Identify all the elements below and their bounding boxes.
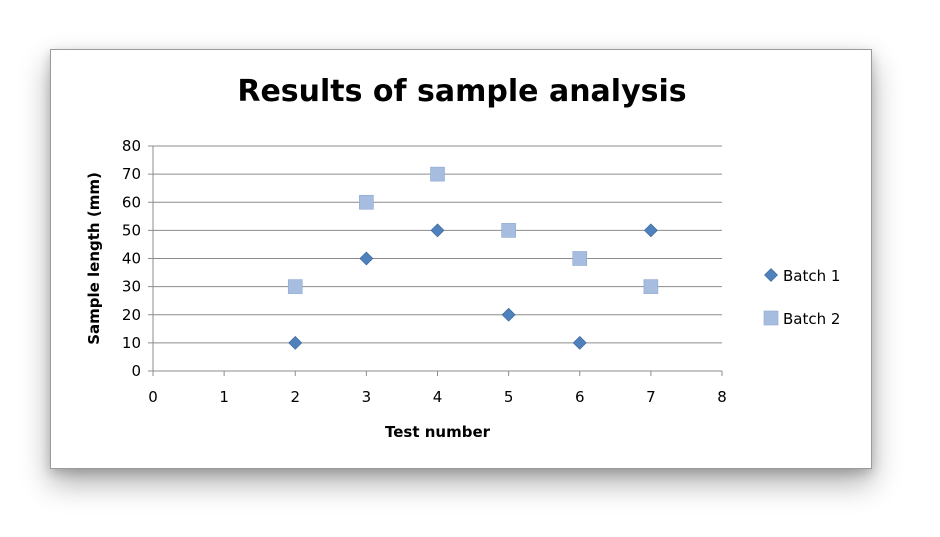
x-tick-label-8: 8 bbox=[717, 388, 727, 406]
y-tick-label-70: 70 bbox=[122, 165, 141, 183]
gridlines bbox=[153, 145, 722, 344]
x-tick-label-0: 0 bbox=[148, 388, 158, 406]
point-series-1-5 bbox=[572, 335, 587, 350]
point-series-1-1 bbox=[288, 335, 303, 350]
x-tick-label-7: 7 bbox=[646, 388, 656, 406]
legend-marker-series-2 bbox=[763, 310, 779, 326]
point-series-1-4 bbox=[501, 307, 516, 322]
chart-title: Results of sample analysis bbox=[237, 74, 687, 109]
y-tick-label-20: 20 bbox=[122, 306, 141, 324]
x-axis-title: Test number bbox=[385, 423, 491, 441]
y-tick-label-30: 30 bbox=[122, 278, 141, 296]
x-tick-label-1: 1 bbox=[219, 388, 229, 406]
y-tick-label-60: 60 bbox=[122, 193, 141, 211]
y-tick-label-80: 80 bbox=[122, 137, 141, 155]
point-series-1-2 bbox=[359, 251, 374, 266]
y-tick-label-50: 50 bbox=[122, 221, 141, 239]
x-tick-label-5: 5 bbox=[504, 388, 514, 406]
legend: Batch 1 Batch 2 bbox=[763, 267, 840, 328]
y-axis-title: Sample length (mm) bbox=[85, 172, 103, 345]
y-tick-label-10: 10 bbox=[122, 334, 141, 352]
legend-marker-series-1 bbox=[764, 268, 778, 282]
x-tick-label-3: 3 bbox=[362, 388, 372, 406]
data-points bbox=[287, 166, 659, 350]
point-series-1-3 bbox=[430, 223, 445, 238]
x-tick-label-2: 2 bbox=[290, 388, 300, 406]
y-tick-label-0: 0 bbox=[131, 362, 141, 380]
point-series-2-4 bbox=[501, 223, 516, 238]
axes bbox=[148, 145, 723, 376]
x-tick-label-6: 6 bbox=[575, 388, 585, 406]
point-series-1-6 bbox=[643, 223, 658, 238]
legend-label-series-2: Batch 2 bbox=[783, 310, 840, 328]
point-series-2-3 bbox=[430, 166, 445, 182]
legend-label-series-1: Batch 1 bbox=[783, 267, 840, 285]
x-tick-label-4: 4 bbox=[433, 388, 443, 406]
point-series-2-5 bbox=[572, 251, 588, 266]
y-tick-label-40: 40 bbox=[122, 250, 141, 268]
point-series-2-6 bbox=[643, 279, 659, 294]
point-series-2-2 bbox=[359, 194, 374, 210]
tick-labels: 0 10 20 30 40 50 60 70 80 0 1 2 3 4 5 6 7 8 bbox=[122, 137, 727, 406]
chart-frame: Results of sample analysis 0 10 20 30 40 50 60… bbox=[50, 49, 872, 469]
point-series-2-1 bbox=[287, 279, 303, 294]
